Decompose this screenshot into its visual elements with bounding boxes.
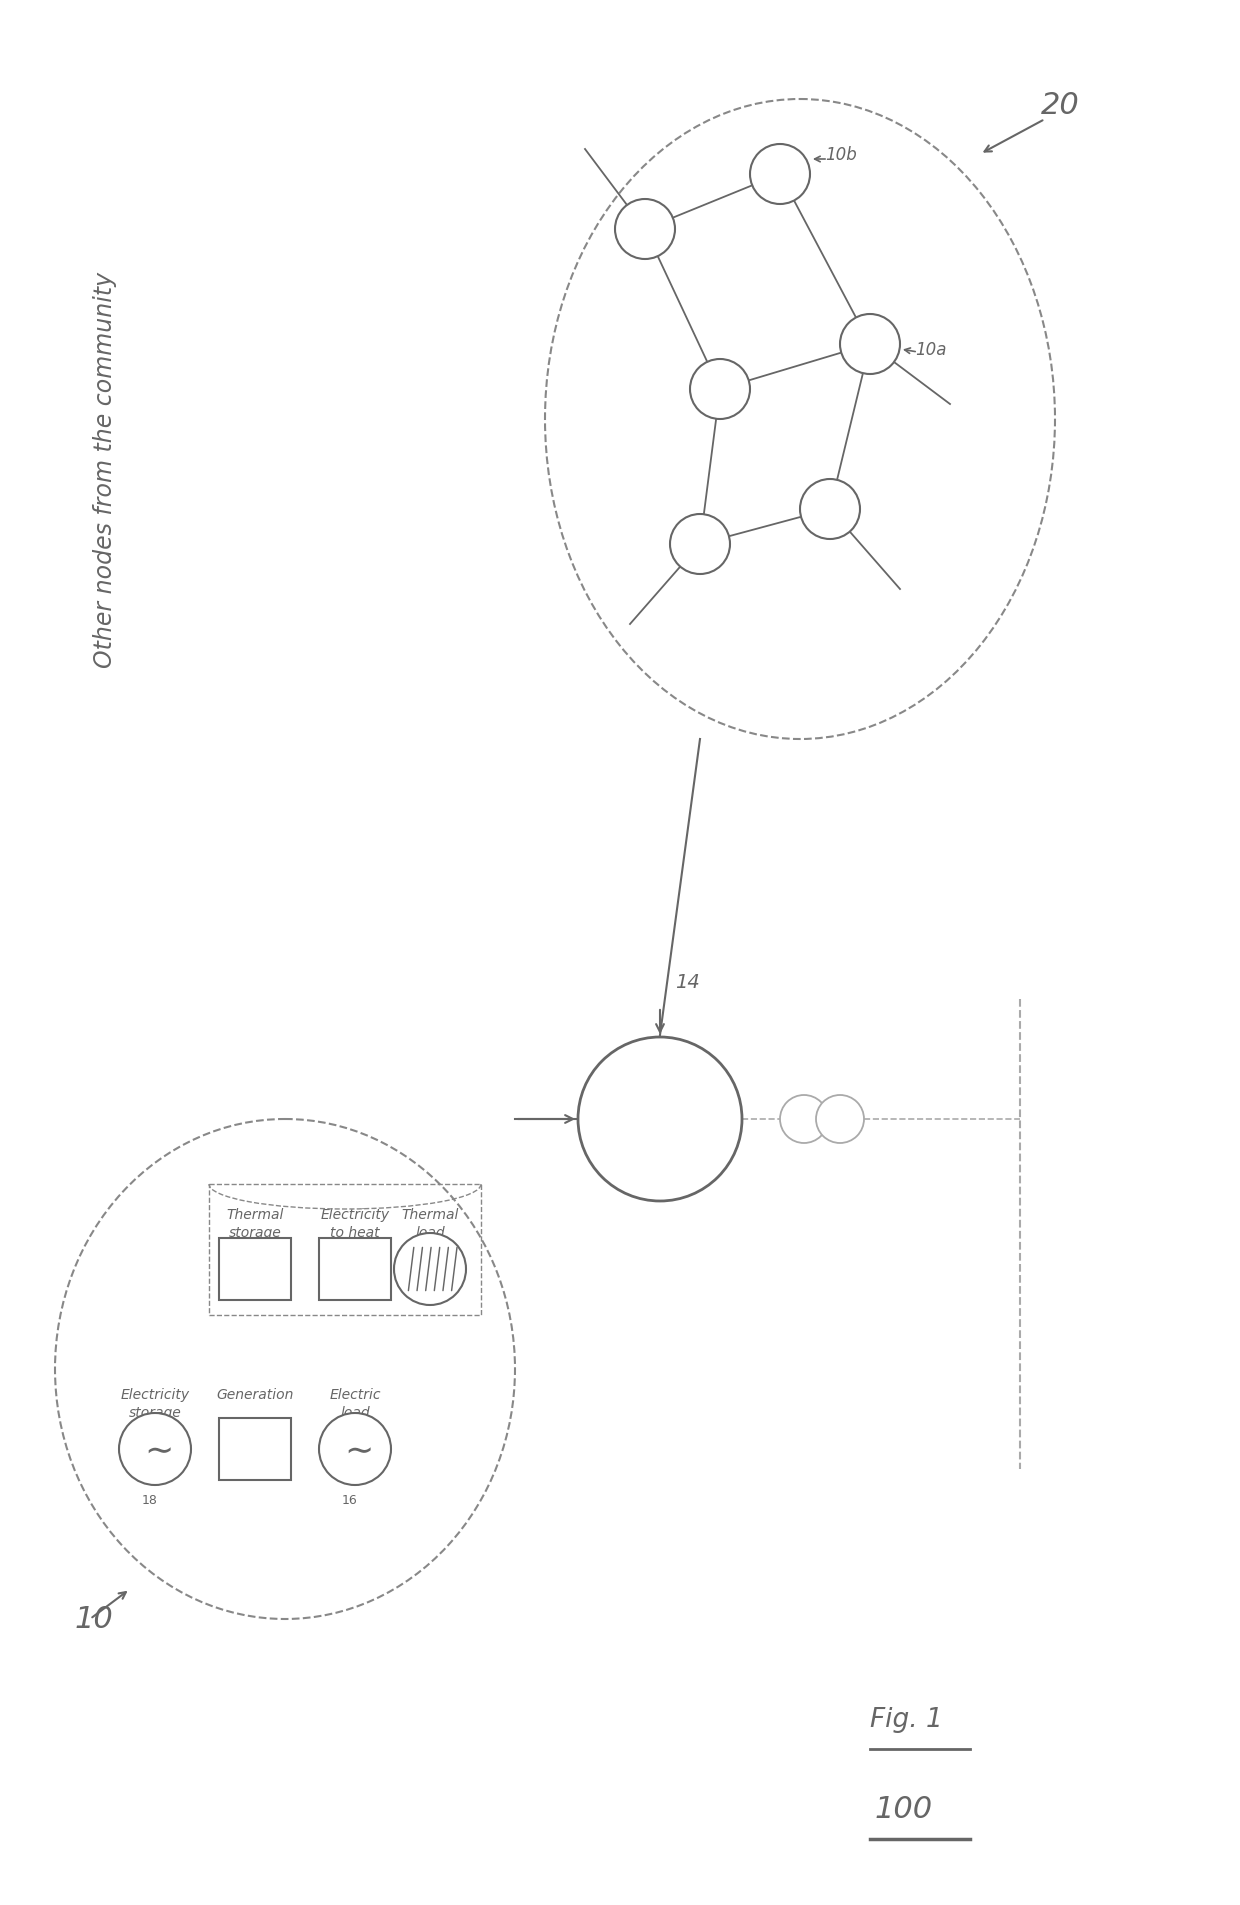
Circle shape: [670, 514, 730, 575]
Text: $\sim$: $\sim$: [138, 1433, 172, 1467]
Circle shape: [615, 200, 675, 259]
Text: Electricity: Electricity: [120, 1387, 190, 1402]
Text: Thermal: Thermal: [402, 1208, 459, 1221]
Circle shape: [800, 480, 861, 539]
Text: to heat: to heat: [330, 1225, 379, 1240]
Circle shape: [394, 1233, 466, 1305]
Text: 15: 15: [412, 1257, 428, 1271]
Circle shape: [816, 1095, 864, 1143]
Text: 11: 11: [346, 1261, 365, 1276]
Text: 20: 20: [1040, 90, 1079, 120]
Circle shape: [839, 314, 900, 375]
Bar: [219, 1238, 291, 1301]
Text: 14: 14: [675, 973, 699, 993]
Circle shape: [689, 360, 750, 419]
Text: node$_i$: node$_i$: [632, 1109, 687, 1130]
Circle shape: [119, 1414, 191, 1486]
Bar: [219, 1417, 291, 1480]
Text: 10: 10: [74, 1604, 114, 1634]
Text: storage: storage: [228, 1225, 281, 1240]
Text: load: load: [415, 1225, 445, 1240]
Text: load: load: [340, 1406, 370, 1419]
Text: 10b: 10b: [825, 147, 857, 164]
Circle shape: [578, 1038, 742, 1202]
Text: Fig. 1: Fig. 1: [870, 1707, 942, 1732]
Bar: [319, 1238, 391, 1301]
Text: Electricity: Electricity: [320, 1208, 389, 1221]
Text: Other nodes from the community: Other nodes from the community: [93, 272, 117, 669]
Circle shape: [750, 145, 810, 206]
Text: 18: 18: [143, 1494, 157, 1507]
Text: Generation: Generation: [216, 1387, 294, 1402]
Circle shape: [780, 1095, 828, 1143]
Text: Thermal: Thermal: [227, 1208, 284, 1221]
Text: 10a: 10a: [915, 341, 946, 358]
Text: 16: 16: [342, 1494, 358, 1507]
Text: 12: 12: [246, 1442, 264, 1457]
Text: 17: 17: [246, 1261, 264, 1276]
Text: $\sim$: $\sim$: [337, 1433, 372, 1467]
Text: Electric: Electric: [330, 1387, 381, 1402]
Text: 100: 100: [875, 1795, 934, 1823]
Text: storage: storage: [129, 1406, 181, 1419]
Circle shape: [319, 1414, 391, 1486]
